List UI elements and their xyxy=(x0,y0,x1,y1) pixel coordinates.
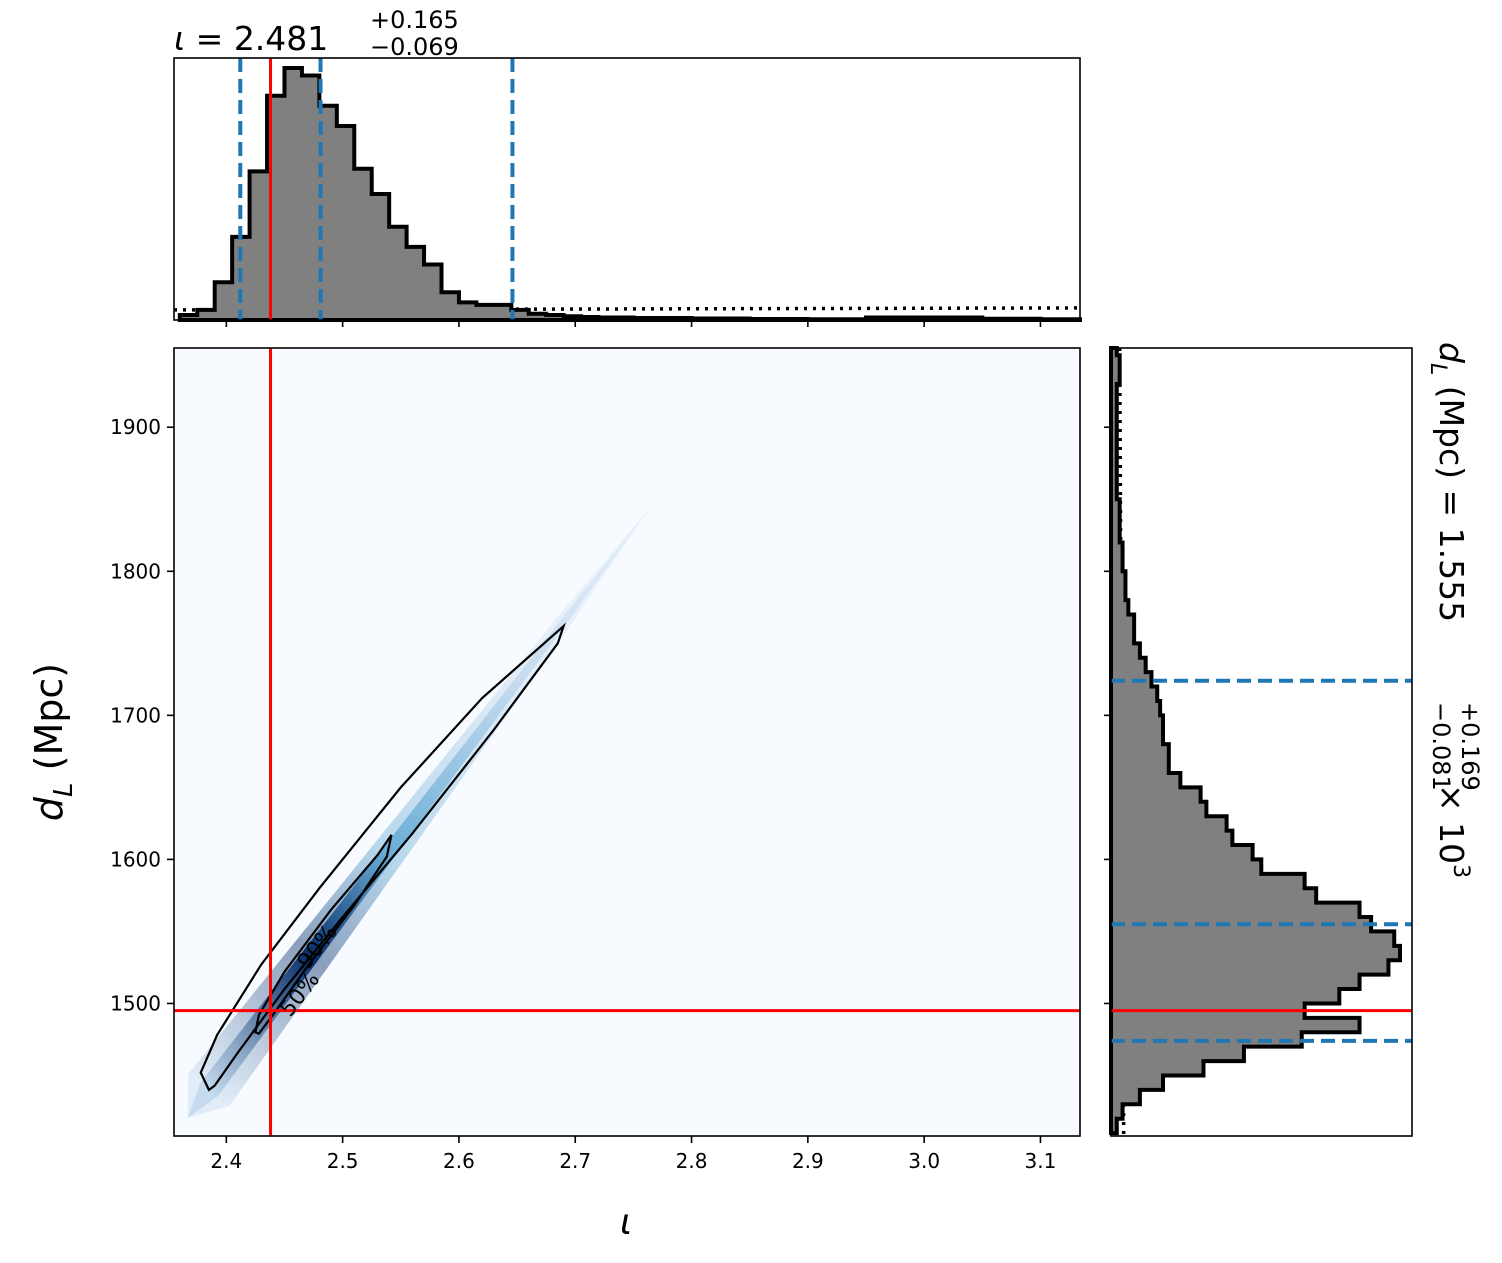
iota-marginal-ticks xyxy=(225,320,1042,327)
iota-marginal-frame xyxy=(173,57,1081,321)
joint-x-ticks: 2.4 2.5 2.6 2.7 2.8 2.9 3.0 3.1 xyxy=(210,1136,1056,1173)
x-tick-label-4: 2.8 xyxy=(676,1149,708,1173)
joint-truth-lines xyxy=(174,348,1080,1136)
x-tick-label-3: 2.7 xyxy=(559,1149,591,1173)
x-tick-label-0: 2.4 xyxy=(210,1149,242,1173)
iota-quantile-lines xyxy=(238,58,515,320)
x-tick-label-5: 2.9 xyxy=(792,1149,824,1173)
iota-title-lower: −0.069 xyxy=(370,33,459,61)
iota-marginal-panel xyxy=(173,57,1082,327)
dL-marginal-frame xyxy=(1110,347,1413,1137)
joint-frame xyxy=(173,347,1081,1137)
x-tick-label-1: 2.5 xyxy=(327,1149,359,1173)
y-tick-label-2: 1700 xyxy=(110,703,161,727)
dL-title-exponent-base: × 10 xyxy=(1432,784,1471,864)
iota-title-upper: +0.165 xyxy=(370,6,459,34)
dL-title-lower: −0.081 xyxy=(1427,702,1455,791)
y-tick-label-1: 1600 xyxy=(110,847,161,871)
svg-text:dL (Mpc) = 1.555: dL (Mpc) = 1.555 xyxy=(1425,342,1471,622)
joint-y-ticks: 1500 1600 1700 1800 1900 xyxy=(110,415,174,1015)
iota-title-value: 2.481 xyxy=(234,19,328,58)
y-tick-label-0: 1500 xyxy=(110,991,161,1015)
y-axis-label-unit: (Mpc) xyxy=(27,663,71,783)
iota-title-equals: = xyxy=(185,19,234,58)
dL-histogram xyxy=(1109,346,1402,1136)
x-tick-label-7: 3.1 xyxy=(1025,1149,1057,1173)
dL-title-symbol: d xyxy=(1432,342,1471,364)
dL-title-subscript: L xyxy=(1425,363,1450,375)
y-axis-label-symbol: d xyxy=(27,796,71,821)
iota-marginal-title: ι = 2.481 xyxy=(174,19,328,58)
dL-marginal-panel xyxy=(1104,346,1413,1137)
dL-title-upper: +0.169 xyxy=(1456,702,1484,791)
dL-marginal-title: dL (Mpc) = 1.555 +0.169 −0.081 × 103 xyxy=(1425,342,1484,878)
dL-quantile-lines xyxy=(1111,678,1412,1043)
y-tick-label-3: 1800 xyxy=(110,559,161,583)
x-tick-label-6: 3.0 xyxy=(908,1149,940,1173)
y-axis-label-subscript: L xyxy=(49,782,79,797)
x-tick-label-2: 2.6 xyxy=(443,1149,475,1173)
svg-text:× 103: × 103 xyxy=(1432,784,1473,878)
dL-marginal-ticks xyxy=(1104,426,1111,1005)
y-axis-label: dL (Mpc) xyxy=(27,663,79,821)
dL-title-value: (Mpc) = 1.555 xyxy=(1432,375,1471,622)
dL-title-exponent: 3 xyxy=(1448,864,1473,878)
y-tick-label-4: 1900 xyxy=(110,415,161,439)
x-axis-label: ι xyxy=(620,1202,632,1243)
joint-panel: 50% 90% 2.4 2.5 2.6 2.7 2.8 2.9 3.0 3.1 1500160… xyxy=(110,347,1081,1173)
contour-90 xyxy=(199,622,566,1092)
joint-density-background xyxy=(174,348,1080,1136)
iota-title-symbol: ι xyxy=(174,19,185,58)
